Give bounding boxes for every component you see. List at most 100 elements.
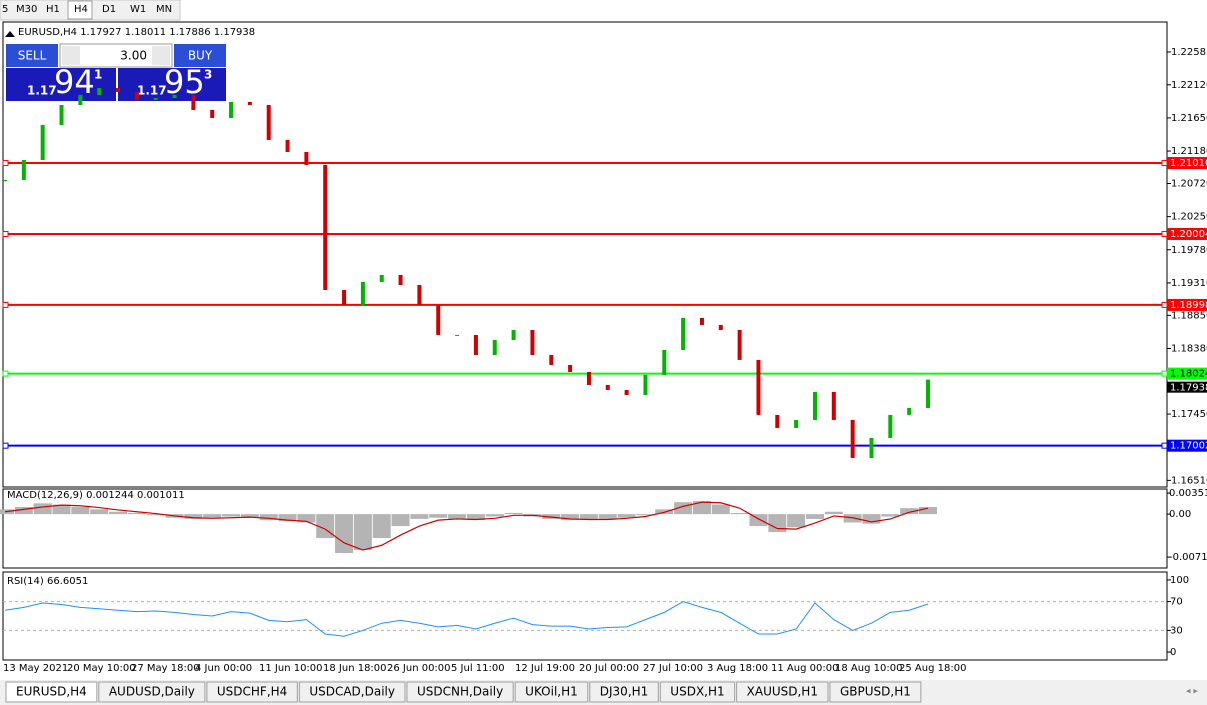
level-label-box (1167, 439, 1207, 452)
tab-label[interactable]: EURUSD,H4 (16, 685, 87, 699)
macd-histogram-bar (335, 514, 354, 554)
timeframe-button[interactable]: M30 (16, 4, 37, 15)
macd-histogram-bar (881, 514, 900, 517)
tab-label[interactable]: GBPUSD,H1 (840, 685, 911, 699)
symbol-tab[interactable]: XAUUSD,H1 (736, 681, 829, 703)
y-tick-label: 1.21180 (1171, 146, 1207, 157)
tab-box[interactable] (406, 681, 514, 703)
y-tick-label: 100 (1170, 575, 1189, 586)
macd-histogram-bar (805, 514, 824, 519)
tab-label[interactable]: XAUUSD,H1 (747, 685, 818, 699)
one-click-trading-panel: SELL 3.00 BUY 1.17 94 1 1.17 95 3 (6, 43, 226, 101)
symbol-tab[interactable]: DJ30,H1 (589, 681, 659, 703)
sell-price-pips: 94 (54, 63, 95, 101)
candle (605, 384, 610, 390)
symbol-tab[interactable]: AUDUSD,Daily (98, 681, 206, 703)
symbol-tab[interactable]: USDCNH,Daily (406, 681, 514, 703)
candle (97, 88, 102, 95)
buy-price-fraction: 3 (204, 68, 212, 82)
macd-histogram-bar (429, 514, 448, 518)
candle (530, 329, 535, 355)
tab-box[interactable] (206, 681, 298, 703)
tab-box[interactable] (659, 681, 736, 703)
candle (134, 91, 139, 100)
candle (3, 179, 7, 181)
tab-scroll[interactable]: ◂ ▸ (1186, 687, 1198, 697)
tab-box[interactable] (589, 681, 659, 703)
x-tick-label: 18 Jun 18:00 (323, 663, 387, 674)
y-tick-label: 1.20250 (1171, 212, 1207, 223)
y-tick-label: 1.22120 (1171, 80, 1207, 91)
volume-field[interactable] (59, 43, 173, 68)
volume-value[interactable]: 3.00 (120, 49, 147, 63)
candle (473, 334, 478, 355)
timeframe-button[interactable]: W1 (130, 4, 146, 15)
volume-down[interactable] (62, 46, 80, 65)
tab-label[interactable]: DJ30,H1 (600, 685, 649, 699)
level-label: 1.17002 (1170, 441, 1207, 452)
candle (191, 94, 196, 110)
macd-histogram-bar (636, 514, 655, 516)
timeframe-button[interactable]: 5 (2, 4, 8, 15)
macd-histogram-bar (184, 514, 203, 519)
timeframe-button[interactable]: H1 (46, 4, 60, 15)
macd-histogram-bar (391, 514, 410, 527)
volume-up[interactable] (152, 46, 170, 65)
timeframe-button[interactable]: MN (156, 4, 172, 15)
tab-label[interactable]: UKOil,H1 (525, 685, 578, 699)
level-label: 1.21010 (1170, 158, 1207, 169)
level-handle (1161, 160, 1168, 167)
tab-label[interactable]: USDCHF,H4 (217, 685, 287, 699)
buy-label[interactable]: BUY (188, 49, 213, 63)
macd-histogram-bar (579, 514, 598, 521)
sell-price-box[interactable] (6, 68, 116, 101)
active-timeframe (67, 0, 93, 20)
timeframe-button[interactable]: D1 (102, 4, 116, 15)
macd-histogram-bar (919, 506, 937, 515)
timeframe-button[interactable]: H4 (74, 4, 88, 15)
macd-title: MACD(12,26,9) 0.001244 0.001011 (7, 490, 185, 501)
tab-box[interactable] (829, 681, 922, 703)
tab-box[interactable] (736, 681, 829, 703)
symbol-tab[interactable]: USDX,H1 (659, 681, 736, 703)
symbol-tab[interactable]: GBPUSD,H1 (829, 681, 922, 703)
candle (285, 139, 290, 152)
macd-histogram-bar (598, 514, 617, 519)
tab-box[interactable] (5, 681, 98, 703)
candle (210, 109, 215, 118)
candle (492, 339, 497, 355)
candle (850, 419, 855, 458)
tab-box[interactable] (514, 681, 589, 703)
symbol-tab[interactable]: USDCHF,H4 (206, 681, 298, 703)
sell-button[interactable] (6, 44, 58, 67)
symbol-tab[interactable]: UKOil,H1 (514, 681, 589, 703)
candle (926, 379, 930, 408)
candle (737, 329, 742, 360)
candle (643, 374, 648, 395)
macd-histogram-bar (730, 512, 749, 515)
symbol-tab[interactable]: USDCAD,Daily (298, 681, 406, 703)
tab-box[interactable] (98, 681, 206, 703)
current-price-box (1167, 381, 1207, 393)
level-label-box (1167, 227, 1207, 240)
x-tick-label: 3 Aug 18:00 (707, 663, 768, 674)
macd-histogram-bar (485, 514, 504, 517)
candle (266, 105, 271, 140)
tab-label[interactable]: USDCAD,Daily (309, 685, 395, 699)
tab-box[interactable] (298, 681, 406, 703)
macd-histogram-bar (33, 503, 52, 515)
buy-button[interactable] (174, 44, 226, 67)
macd-histogram-bar (240, 514, 259, 518)
tab-label[interactable]: AUDUSD,Daily (109, 685, 195, 699)
macd-histogram-bar (768, 514, 787, 533)
tab-label[interactable]: USDX,H1 (670, 685, 724, 699)
level-handle (2, 160, 9, 167)
sell-label[interactable]: SELL (18, 49, 47, 63)
tab-label[interactable]: USDCNH,Daily (417, 685, 503, 699)
symbol-tab[interactable]: EURUSD,H4 (5, 681, 98, 703)
candle (681, 317, 686, 350)
y-tick-label: 1.19780 (1171, 245, 1207, 256)
candle (455, 334, 460, 336)
